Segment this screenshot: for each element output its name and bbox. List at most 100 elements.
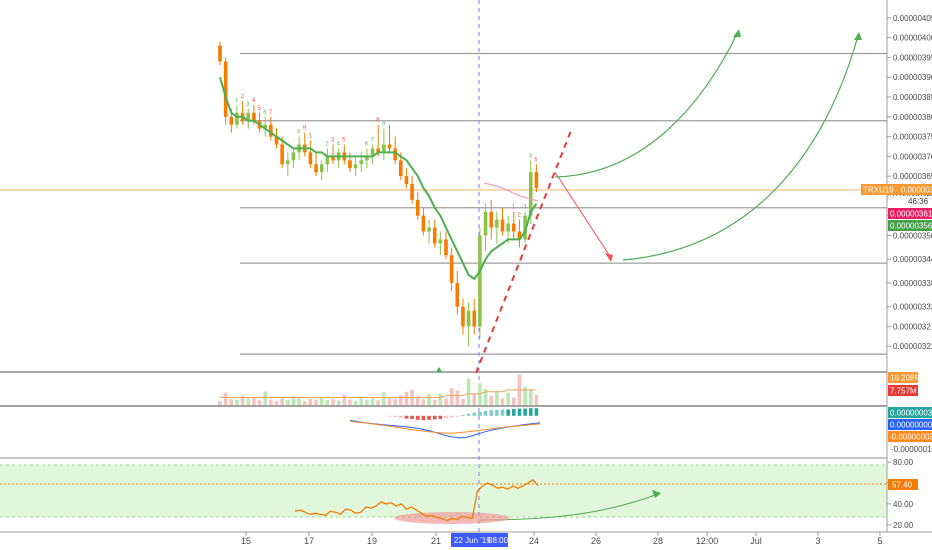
price-tick-label: 0.00000395 xyxy=(893,53,932,62)
candle[interactable] xyxy=(353,156,358,177)
sequence-count-mark: 3 xyxy=(331,137,335,143)
arrow-projection-up-2[interactable] xyxy=(622,35,859,261)
price-tick-label: 0.00000385 xyxy=(893,93,932,102)
last-price-tag[interactable]: TRXU19 · 0.00000363 xyxy=(861,184,932,195)
candle[interactable] xyxy=(286,152,290,177)
sequence-count-mark: 6 xyxy=(263,110,267,116)
candle[interactable] xyxy=(370,144,375,165)
candle-body xyxy=(478,235,482,327)
candle[interactable] xyxy=(512,211,516,240)
macd-histogram-bar xyxy=(495,409,499,416)
volume-bar xyxy=(263,391,267,405)
candle[interactable] xyxy=(410,176,414,204)
volume-bar xyxy=(348,399,352,405)
sequence-count-mark: 3 xyxy=(246,102,250,108)
ma-value-tag-green: 0.00000356 xyxy=(888,220,932,231)
buy-marker-icon xyxy=(436,367,442,372)
macd-hist-tag: 0.00000003 xyxy=(888,407,932,418)
candles[interactable] xyxy=(218,41,539,347)
candle[interactable] xyxy=(393,136,397,165)
candle[interactable] xyxy=(472,298,477,335)
candle[interactable] xyxy=(444,231,448,260)
volume-bar xyxy=(240,395,245,405)
macd-histogram-bar xyxy=(506,409,510,416)
candle-body xyxy=(444,239,448,256)
candle-body xyxy=(449,255,454,283)
candle[interactable] xyxy=(269,116,273,141)
candle[interactable] xyxy=(218,41,222,66)
candle[interactable] xyxy=(489,199,493,240)
candle[interactable] xyxy=(223,57,228,125)
ma-value-tag-red-text: 0.00000361 xyxy=(890,210,932,219)
candle[interactable] xyxy=(387,124,392,153)
candle[interactable] xyxy=(280,136,284,169)
price-tick-label: 0.00000350 xyxy=(893,231,932,240)
volume-ma-tag: 7.757M xyxy=(888,385,918,396)
candle-body xyxy=(512,223,516,232)
candle[interactable] xyxy=(517,219,522,248)
candle[interactable] xyxy=(404,168,409,188)
candle[interactable] xyxy=(478,227,482,339)
candle[interactable] xyxy=(432,219,437,248)
horizontal-levels[interactable] xyxy=(240,52,887,355)
candle[interactable] xyxy=(331,144,335,165)
candle-body xyxy=(410,184,414,200)
candle[interactable] xyxy=(314,152,318,177)
volume-bar xyxy=(246,398,251,405)
arrow-projection-up-2-head xyxy=(854,32,862,40)
candle[interactable] xyxy=(483,203,488,252)
candle[interactable] xyxy=(438,231,443,256)
arrow-projection-up-1[interactable] xyxy=(554,31,739,178)
macd-histogram-bar xyxy=(404,415,409,419)
candle-body xyxy=(399,160,403,177)
volume-bar xyxy=(252,397,256,405)
candle[interactable] xyxy=(325,148,330,173)
time-tick-label: 5 xyxy=(877,536,882,546)
volume-bar xyxy=(286,399,290,405)
volume-bar xyxy=(393,398,397,405)
sequence-count-mark: 9 xyxy=(303,126,307,132)
price-tick-label: 0.00000338 xyxy=(893,279,932,288)
volume-bar xyxy=(235,399,239,405)
candle[interactable] xyxy=(500,207,505,236)
arrow-drop-red[interactable] xyxy=(554,171,612,259)
candle[interactable] xyxy=(461,298,465,335)
candle-body xyxy=(246,112,251,121)
candle[interactable] xyxy=(421,207,426,236)
sequence-count-mark: 1 xyxy=(512,205,516,211)
volume-bar xyxy=(359,396,364,405)
candle[interactable] xyxy=(382,128,386,161)
sequence-count-mark: 9 xyxy=(382,122,386,128)
candle[interactable] xyxy=(365,148,369,169)
candle[interactable] xyxy=(523,211,527,244)
candle[interactable] xyxy=(308,140,313,169)
arrow-projection-up-1-head xyxy=(733,29,741,37)
time-tick-label: 19 xyxy=(367,536,377,546)
candle-body xyxy=(393,148,397,161)
candle[interactable] xyxy=(534,164,539,192)
candle-body xyxy=(269,124,273,137)
crosshair-date-text: 22 Jun '19 xyxy=(454,536,491,545)
candle[interactable] xyxy=(274,128,279,149)
candle-body xyxy=(291,152,296,161)
candle[interactable] xyxy=(427,219,431,244)
candle-body xyxy=(489,211,493,228)
macd-histogram xyxy=(387,408,539,421)
time-tick-label: 21 xyxy=(431,536,441,546)
candle[interactable] xyxy=(415,191,420,220)
candle[interactable] xyxy=(319,160,324,181)
candle[interactable] xyxy=(291,148,296,169)
volume-bar xyxy=(376,400,380,405)
candle-body xyxy=(359,160,364,165)
candle[interactable] xyxy=(495,211,499,244)
candle[interactable] xyxy=(263,116,267,137)
candle-body xyxy=(229,116,234,125)
candle[interactable] xyxy=(246,108,251,129)
candle[interactable] xyxy=(455,271,460,315)
candle-body xyxy=(472,310,477,327)
candle[interactable] xyxy=(376,124,380,157)
candle[interactable] xyxy=(466,302,471,347)
candle[interactable] xyxy=(449,247,454,291)
